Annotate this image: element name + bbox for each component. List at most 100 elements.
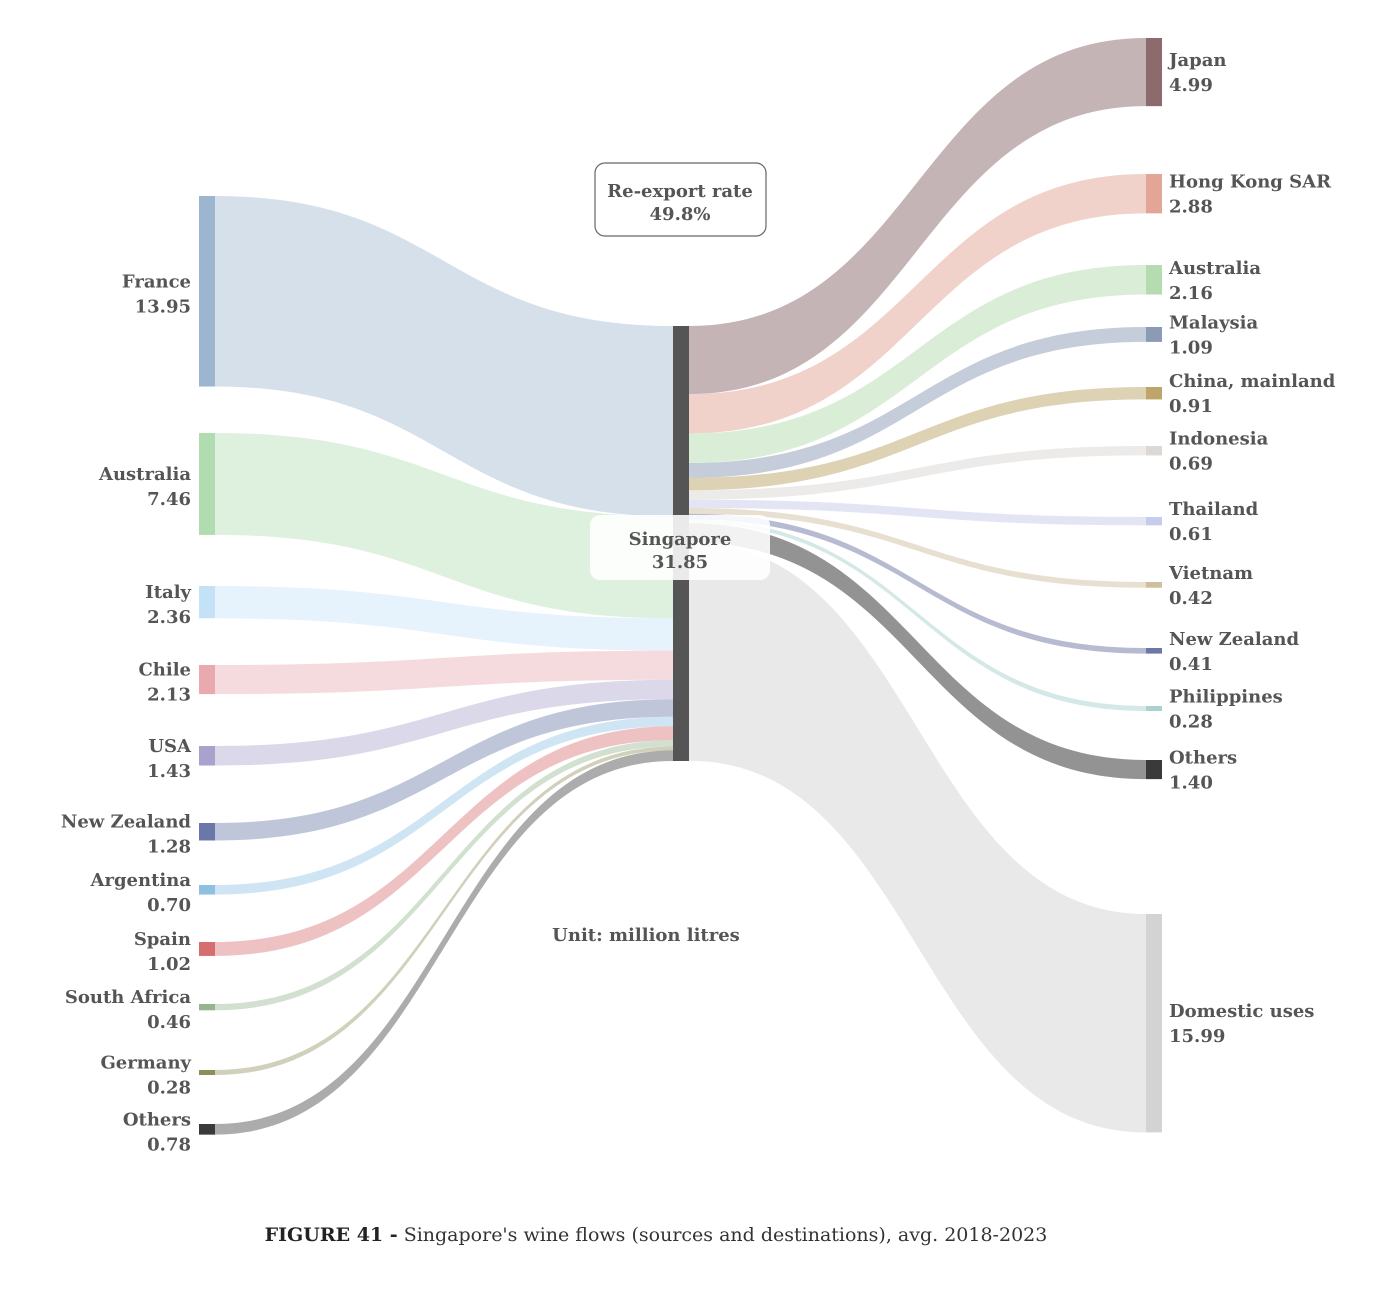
- source-value-usa: 1.43: [147, 761, 191, 782]
- destination-node-indonesia: [1146, 446, 1162, 456]
- destination-value-others: 1.40: [1169, 773, 1213, 794]
- reexport-label: Re-export rate: [607, 181, 753, 202]
- destination-label-japan: Japan: [1167, 50, 1227, 71]
- link-destination-domestic-uses: [689, 542, 1146, 1133]
- flow-links: [215, 38, 1146, 1135]
- link-source-italy: [215, 586, 673, 651]
- reexport-value: 49.8%: [650, 204, 711, 225]
- destination-label-philippines: Philippines: [1169, 687, 1283, 708]
- destination-label-vietnam: Vietnam: [1168, 563, 1253, 584]
- source-node-usa: [199, 746, 215, 766]
- source-label-chile: Chile: [138, 660, 191, 681]
- link-source-new-zealand: [215, 699, 673, 841]
- reexport-box: Re-export rate 49.8%: [594, 162, 767, 237]
- link-destination-indonesia: [689, 446, 1146, 500]
- source-label-south-africa: South Africa: [65, 987, 191, 1008]
- source-node-south-africa: [199, 1004, 215, 1011]
- destination-value-china-mainland: 0.91: [1169, 396, 1213, 417]
- link-destination-china-mainland: [689, 387, 1146, 491]
- source-node-germany: [199, 1070, 215, 1075]
- source-value-germany: 0.28: [147, 1078, 191, 1099]
- source-value-new-zealand: 1.28: [147, 837, 191, 858]
- source-node-chile: [199, 665, 215, 695]
- source-value-france: 13.95: [135, 296, 191, 317]
- destination-label-thailand: Thailand: [1169, 499, 1259, 520]
- source-label-spain: Spain: [134, 929, 191, 950]
- destination-value-domestic-uses: 15.99: [1169, 1026, 1225, 1047]
- destination-value-thailand: 0.61: [1169, 524, 1213, 545]
- link-source-france: [215, 196, 673, 517]
- source-label-germany: Germany: [100, 1053, 191, 1074]
- source-value-australia: 7.46: [147, 489, 191, 510]
- destination-node-hong-kong-sar: [1146, 174, 1162, 214]
- link-source-usa: [215, 679, 673, 766]
- destination-label-indonesia: Indonesia: [1169, 429, 1269, 450]
- link-destination-malaysia: [689, 327, 1146, 478]
- destination-value-australia: 2.16: [1169, 283, 1213, 304]
- source-label-italy: Italy: [145, 582, 191, 603]
- destination-node-philippines: [1146, 706, 1162, 711]
- reexport-box-frame: [594, 162, 767, 237]
- node-labels: France 13.95 Australia 7.46 Italy 2.36 Chile 2.…: [61, 50, 1336, 1155]
- destination-value-malaysia: 1.09: [1169, 337, 1213, 358]
- source-value-chile: 2.13: [147, 685, 191, 706]
- source-node-argentina: [199, 885, 215, 895]
- link-source-germany: [215, 746, 673, 1075]
- destination-value-philippines: 0.28: [1169, 712, 1213, 733]
- destination-node-new-zealand: [1146, 648, 1162, 654]
- link-source-argentina: [215, 716, 673, 895]
- hub-value: 31.85: [652, 552, 708, 573]
- link-destination-thailand: [689, 499, 1146, 526]
- link-destination-vietnam: [689, 508, 1146, 588]
- source-label-argentina: Argentina: [90, 870, 192, 891]
- link-source-south-africa: [215, 740, 673, 1011]
- destination-node-malaysia: [1146, 327, 1162, 342]
- link-destination-japan: [689, 38, 1146, 395]
- destination-value-indonesia: 0.69: [1169, 454, 1213, 475]
- destination-value-new-zealand: 0.41: [1169, 654, 1213, 675]
- link-destination-hong-kong-sar: [689, 174, 1146, 434]
- source-value-south-africa: 0.46: [147, 1012, 191, 1033]
- link-source-australia: [215, 433, 673, 619]
- unit-label: Unit: million litres: [552, 925, 740, 946]
- destination-label-malaysia: Malaysia: [1169, 312, 1259, 333]
- destination-label-australia: Australia: [1168, 258, 1261, 279]
- destination-label-china-mainland: China, mainland: [1169, 371, 1336, 392]
- destination-node-australia: [1146, 265, 1162, 295]
- link-destination-philippines: [689, 519, 1146, 711]
- link-source-chile: [215, 650, 673, 695]
- figure-number: FIGURE 41 -: [264, 1224, 398, 1246]
- hub-name: Singapore: [629, 529, 732, 550]
- figure-title: Singapore's wine flows (sources and dest…: [403, 1224, 1048, 1246]
- source-value-italy: 2.36: [147, 607, 191, 628]
- source-label-australia: Australia: [98, 464, 191, 485]
- destination-value-vietnam: 0.42: [1169, 588, 1213, 609]
- source-label-new-zealand: New Zealand: [61, 812, 192, 833]
- destination-node-japan: [1146, 38, 1162, 107]
- destination-node-china-mainland: [1146, 387, 1162, 400]
- source-node-others: [199, 1124, 215, 1135]
- source-value-spain: 1.02: [147, 954, 191, 975]
- source-label-usa: USA: [148, 736, 192, 757]
- destination-node-thailand: [1146, 517, 1162, 526]
- source-node-new-zealand: [199, 823, 215, 841]
- source-node-france: [199, 196, 215, 387]
- source-node-australia: [199, 433, 215, 535]
- link-destination-others: [689, 523, 1146, 780]
- destination-node-others: [1146, 760, 1162, 780]
- destination-label-others: Others: [1169, 748, 1237, 769]
- destination-label-hong-kong-sar: Hong Kong SAR: [1169, 172, 1332, 193]
- link-source-others: [215, 750, 673, 1135]
- destination-label-domestic-uses: Domestic uses: [1169, 1001, 1314, 1022]
- source-value-argentina: 0.70: [147, 895, 191, 916]
- destination-label-new-zealand: New Zealand: [1169, 629, 1300, 650]
- source-value-others: 0.78: [147, 1134, 191, 1155]
- destination-node-domestic-uses: [1146, 914, 1162, 1133]
- destination-node-vietnam: [1146, 582, 1162, 588]
- hub-label-backdrop: [590, 515, 770, 580]
- destination-value-hong-kong-sar: 2.88: [1169, 197, 1213, 218]
- source-label-others: Others: [123, 1109, 191, 1130]
- link-source-spain: [215, 726, 673, 956]
- link-destination-new-zealand: [689, 513, 1146, 654]
- source-node-spain: [199, 942, 215, 956]
